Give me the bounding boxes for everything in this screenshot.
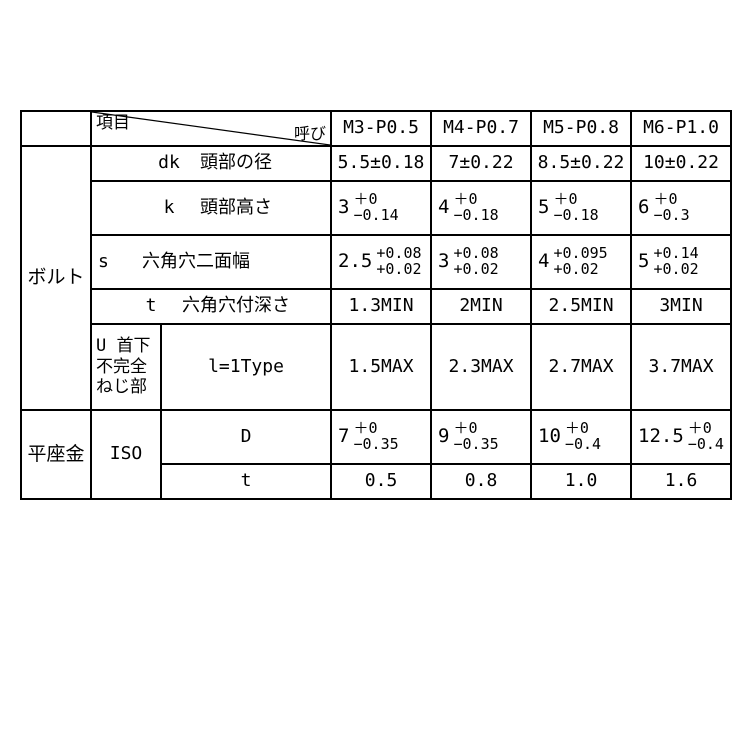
row-u-label: U 首下 不完全 ねじ部 [91,324,161,410]
row-dk-label: dk 頭部の径 [91,146,331,181]
row-dk: ボルト dk 頭部の径 5.5±0.18 7±0.22 8.5±0.22 10±… [21,146,731,181]
wt-v1: 0.8 [431,464,531,499]
wD-v3: 12.5＋0−0.4 [631,410,731,464]
header-blank [21,111,91,146]
s-v1: 3+0.08+0.02 [431,235,531,289]
header-diag-right: 呼び [294,125,326,143]
t-v1: 2MIN [431,289,531,324]
wD-v2: 10＋0−0.4 [531,410,631,464]
header-size-0: M3-P0.5 [331,111,431,146]
washer-t-sym: t [161,464,331,499]
k-v2: 5＋0−0.18 [531,181,631,235]
u-v0: 1.5MAX [331,324,431,410]
s-v2: 4+0.095+0.02 [531,235,631,289]
category-bolt: ボルト [21,146,91,410]
s-v0: 2.5+0.08+0.02 [331,235,431,289]
row-u: U 首下 不完全 ねじ部 l=1Type 1.5MAX 2.3MAX 2.7MA… [21,324,731,410]
header-size-1: M4-P0.7 [431,111,531,146]
t-v3: 3MIN [631,289,731,324]
washer-sub: ISO [91,410,161,499]
wD-v1: 9＋0−0.35 [431,410,531,464]
k-v1: 4＋0−0.18 [431,181,531,235]
row-s-label: s 六角穴二面幅 [91,235,331,289]
u-v2: 2.7MAX [531,324,631,410]
wt-v3: 1.6 [631,464,731,499]
t-v0: 1.3MIN [331,289,431,324]
category-washer: 平座金 [21,410,91,499]
spec-table: 項目 呼び M3-P0.5 M4-P0.7 M5-P0.8 M6-P1.0 ボル… [20,110,732,500]
row-u-type: l=1Type [161,324,331,410]
wt-v2: 1.0 [531,464,631,499]
k-v3: 6＋0−0.3 [631,181,731,235]
row-t-label: t 六角穴付深さ [91,289,331,324]
row-s: s 六角穴二面幅 2.5+0.08+0.02 3+0.08+0.02 4+0.0… [21,235,731,289]
row-t: t 六角穴付深さ 1.3MIN 2MIN 2.5MIN 3MIN [21,289,731,324]
header-diag-left: 項目 [96,114,130,134]
row-washer-D: 平座金 ISO D 7＋0−0.35 9＋0−0.35 10＋0−0.4 12.… [21,410,731,464]
row-k: k 頭部高さ 3＋0−0.14 4＋0−0.18 5＋0−0.18 6＋0−0.… [21,181,731,235]
s-v3: 5+0.14+0.02 [631,235,731,289]
row-k-label: k 頭部高さ [91,181,331,235]
washer-D-sym: D [161,410,331,464]
dk-v1: 7±0.22 [431,146,531,181]
dk-v0: 5.5±0.18 [331,146,431,181]
header-size-2: M5-P0.8 [531,111,631,146]
u-v1: 2.3MAX [431,324,531,410]
dk-v3: 10±0.22 [631,146,731,181]
wt-v0: 0.5 [331,464,431,499]
u-v3: 3.7MAX [631,324,731,410]
header-size-3: M6-P1.0 [631,111,731,146]
dk-v2: 8.5±0.22 [531,146,631,181]
header-diagonal: 項目 呼び [91,111,331,146]
wD-v0: 7＋0−0.35 [331,410,431,464]
t-v2: 2.5MIN [531,289,631,324]
table-header-row: 項目 呼び M3-P0.5 M4-P0.7 M5-P0.8 M6-P1.0 [21,111,731,146]
k-v0: 3＋0−0.14 [331,181,431,235]
